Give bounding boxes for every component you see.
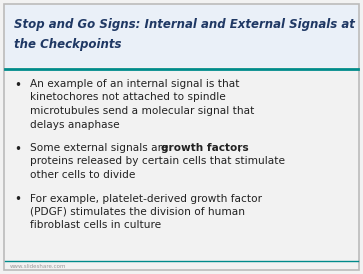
Text: microtubules send a molecular signal that: microtubules send a molecular signal tha… bbox=[30, 106, 254, 116]
Text: www.slideshare.com: www.slideshare.com bbox=[10, 264, 66, 269]
Text: •: • bbox=[14, 193, 21, 207]
Text: growth factors: growth factors bbox=[161, 143, 249, 153]
FancyBboxPatch shape bbox=[5, 5, 358, 67]
Text: (PDGF) stimulates the division of human: (PDGF) stimulates the division of human bbox=[30, 207, 245, 217]
Text: Some external signals are: Some external signals are bbox=[30, 143, 172, 153]
Text: the Checkpoints: the Checkpoints bbox=[14, 38, 122, 51]
Text: •: • bbox=[14, 79, 21, 92]
Text: An example of an internal signal is that: An example of an internal signal is that bbox=[30, 79, 240, 89]
Text: Stop and Go Signs: Internal and External Signals at: Stop and Go Signs: Internal and External… bbox=[14, 18, 355, 31]
FancyBboxPatch shape bbox=[4, 4, 359, 270]
Text: kinetochores not attached to spindle: kinetochores not attached to spindle bbox=[30, 93, 226, 102]
Text: other cells to divide: other cells to divide bbox=[30, 170, 135, 180]
Text: •: • bbox=[14, 143, 21, 156]
Text: proteins released by certain cells that stimulate: proteins released by certain cells that … bbox=[30, 156, 285, 167]
Text: For example, platelet-derived growth factor: For example, platelet-derived growth fac… bbox=[30, 193, 262, 204]
Text: ,: , bbox=[237, 143, 240, 153]
Text: delays anaphase: delays anaphase bbox=[30, 119, 120, 130]
Text: fibroblast cells in culture: fibroblast cells in culture bbox=[30, 221, 161, 230]
